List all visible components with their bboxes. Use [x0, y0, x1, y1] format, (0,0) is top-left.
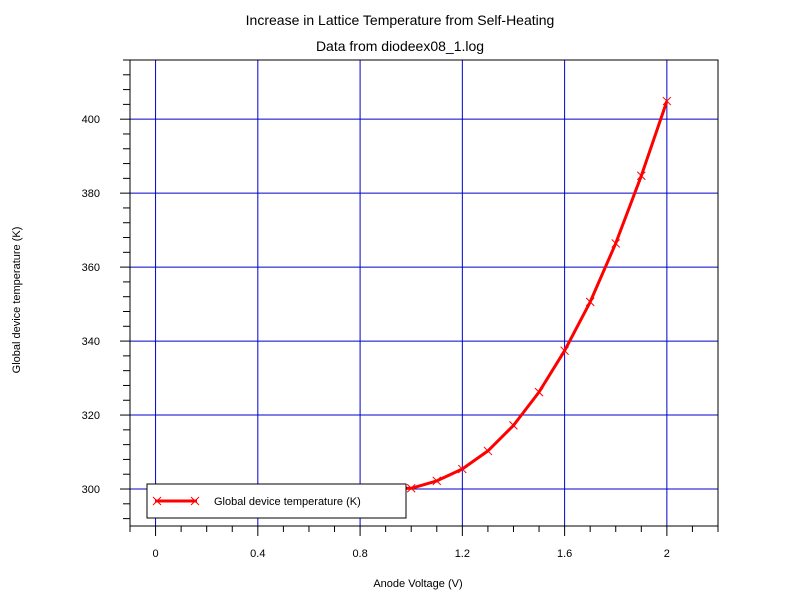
chart-subtitle: Data from diodeex08_1.log [315, 38, 485, 54]
y-tick-label: 340 [82, 336, 100, 348]
x-tick-label: 2 [664, 548, 670, 560]
data-point-marker [406, 483, 416, 493]
x-axis-ticks [129, 526, 719, 536]
y-tick-labels: 300 320 340 360 380 400 [82, 114, 100, 496]
y-axis-ticks [120, 59, 130, 520]
data-point-marker [457, 464, 467, 474]
x-tick-labels: 0 0.4 0.8 1.2 1.6 2 [153, 548, 670, 560]
data-point-marker [509, 421, 518, 430]
data-point-marker [611, 239, 621, 248]
data-point-marker [585, 297, 595, 307]
data-point-marker [560, 346, 569, 356]
y-axis-label: Global device temperature (K) [11, 227, 23, 374]
chart-title: Increase in Lattice Temperature from Sel… [245, 12, 555, 28]
legend: Global device temperature (K) [146, 483, 407, 519]
legend-marker [190, 496, 200, 506]
series-line [155, 100, 669, 491]
grid-lines [130, 60, 718, 526]
legend-markers [152, 496, 200, 506]
x-axis-label: Anode Voltage (V) [373, 578, 462, 590]
y-tick-label: 380 [82, 188, 100, 200]
x-tick-label: 1.6 [557, 548, 572, 560]
data-point-marker [483, 446, 493, 456]
data-point-marker [636, 171, 646, 181]
y-tick-label: 300 [82, 484, 100, 496]
x-tick-label: 0.4 [250, 548, 265, 560]
y-tick-label: 360 [82, 262, 100, 274]
plot-area-frame [129, 59, 719, 527]
legend-marker [152, 496, 162, 506]
data-point-marker [432, 476, 442, 486]
legend-series-label: Global device temperature (K) [214, 496, 361, 508]
x-tick-label: 0.8 [352, 548, 367, 560]
data-point-marker [534, 387, 544, 397]
data-point-marker [662, 96, 672, 106]
x-tick-label: 1.2 [455, 548, 470, 560]
series-layer [151, 96, 672, 494]
y-tick-label: 400 [82, 114, 100, 126]
y-tick-label: 320 [82, 410, 100, 422]
x-tick-label: 0 [153, 548, 159, 560]
